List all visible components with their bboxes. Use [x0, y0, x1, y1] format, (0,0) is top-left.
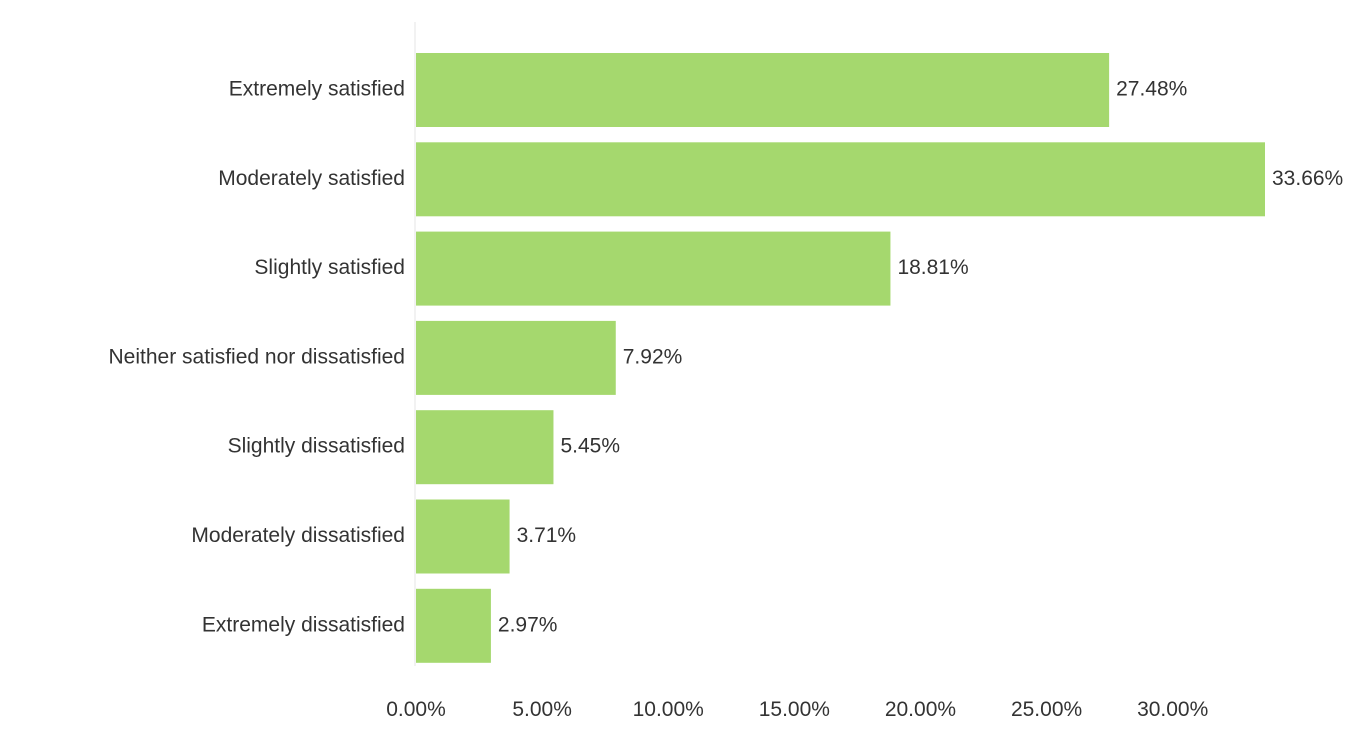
x-axis-ticks: 0.00% 5.00% 10.00% 15.00% 20.00% 25.00% 30.00%: [386, 698, 1208, 721]
category-label-moderately-dissatisfied: Moderately dissatisfied: [191, 524, 405, 547]
value-label-slightly-satisfied: 18.81%: [897, 256, 968, 279]
x-tick-label: 30.00%: [1137, 698, 1208, 721]
x-tick-label: 5.00%: [512, 698, 572, 721]
x-tick-label: 15.00%: [759, 698, 830, 721]
bar-moderately-dissatisfied: [416, 499, 510, 574]
value-label-moderately-dissatisfied: 3.71%: [517, 524, 577, 547]
value-label-moderately-satisfied: 33.66%: [1272, 167, 1343, 190]
x-tick-label: 10.00%: [633, 698, 704, 721]
bar-neither-satisfied-nor-dissatisfied: [416, 320, 616, 395]
x-tick-label: 0.00%: [386, 698, 446, 721]
category-label-slightly-dissatisfied: Slightly dissatisfied: [228, 435, 405, 458]
bar-extremely-dissatisfied: [416, 588, 491, 663]
bars-layer: [416, 53, 1265, 663]
category-label-extremely-satisfied: Extremely satisfied: [229, 78, 405, 101]
bar-moderately-satisfied: [416, 142, 1265, 217]
bar-slightly-satisfied: [416, 231, 891, 306]
category-label-neither-satisfied-nor-dissatisfied: Neither satisfied nor dissatisfied: [109, 345, 405, 368]
bar-slightly-dissatisfied: [416, 410, 554, 485]
labels-layer: Extremely satisfied 27.48% Moderately sati…: [109, 78, 1344, 637]
bar-extremely-satisfied: [416, 53, 1110, 127]
category-label-extremely-dissatisfied: Extremely dissatisfied: [202, 613, 405, 636]
x-tick-label: 25.00%: [1011, 698, 1082, 721]
value-label-slightly-dissatisfied: 5.45%: [560, 435, 620, 458]
value-label-neither-satisfied-nor-dissatisfied: 7.92%: [623, 345, 683, 368]
category-label-slightly-satisfied: Slightly satisfied: [254, 256, 405, 279]
value-label-extremely-satisfied: 27.48%: [1116, 78, 1187, 101]
category-label-moderately-satisfied: Moderately satisfied: [218, 167, 405, 190]
value-label-extremely-dissatisfied: 2.97%: [498, 613, 558, 636]
x-tick-label: 20.00%: [885, 698, 956, 721]
